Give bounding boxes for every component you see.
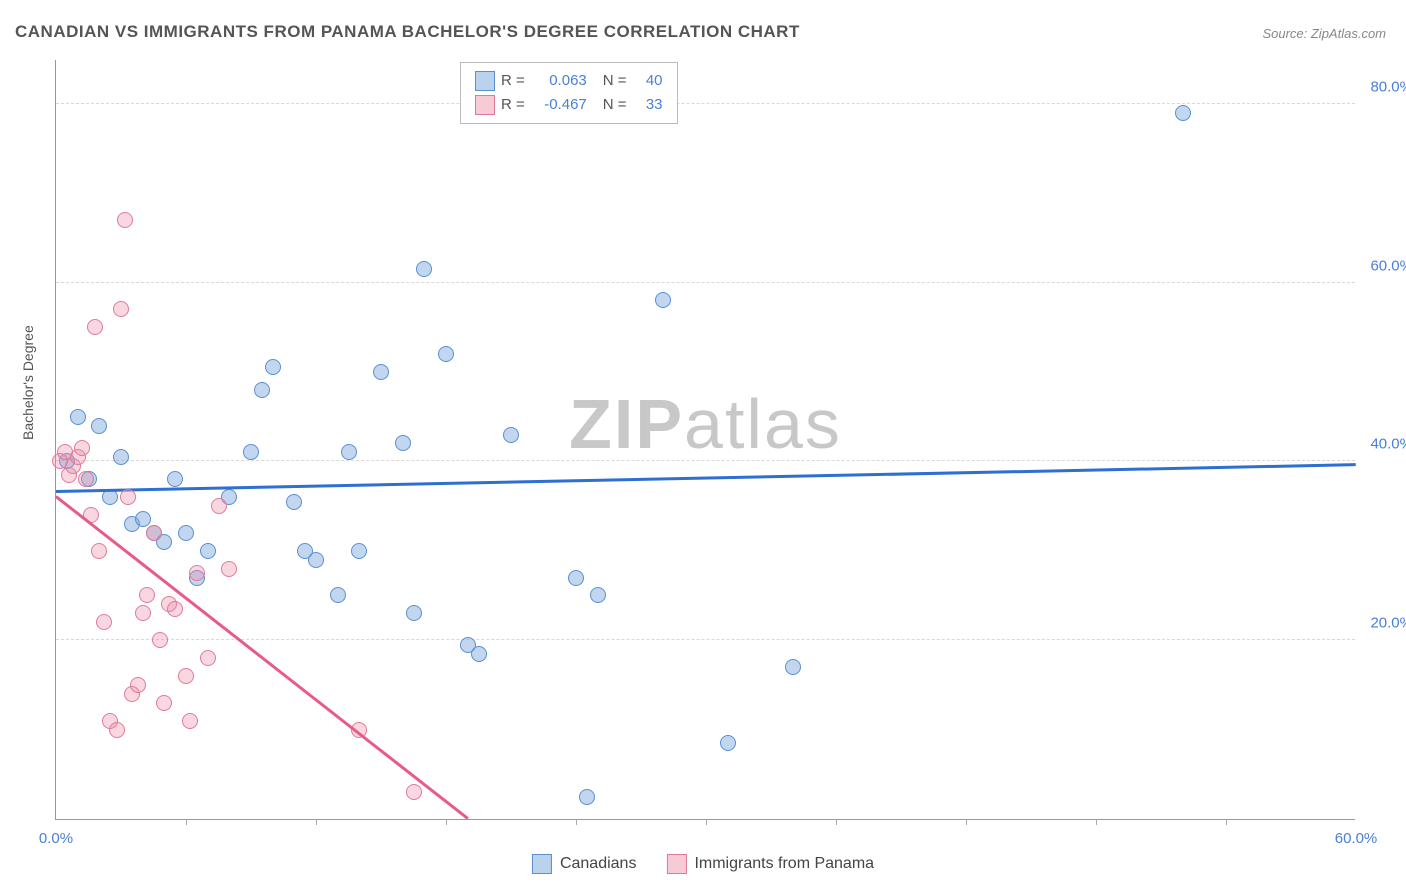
data-point — [167, 471, 183, 487]
x-tick-mark — [706, 819, 707, 825]
data-point — [503, 427, 519, 443]
x-tick-label: 60.0% — [1335, 830, 1378, 847]
legend-label: Canadians — [560, 855, 637, 872]
data-point — [211, 498, 227, 514]
r-label: R = — [501, 69, 525, 93]
data-point — [130, 677, 146, 693]
y-tick-label: 60.0% — [1370, 257, 1406, 274]
data-point — [117, 212, 133, 228]
data-point — [471, 646, 487, 662]
data-point — [178, 668, 194, 684]
data-point — [416, 261, 432, 277]
data-point — [182, 713, 198, 729]
legend-label: Immigrants from Panama — [694, 855, 874, 872]
data-point — [189, 565, 205, 581]
scatter-chart: ZIPatlas 20.0%40.0%60.0%80.0%0.0%60.0% — [55, 60, 1355, 820]
legend-row: R =0.063 N =40 — [475, 69, 663, 93]
data-point — [135, 605, 151, 621]
x-tick-mark — [316, 819, 317, 825]
legend-swatch — [475, 95, 495, 115]
trend-line — [56, 463, 1356, 492]
data-point — [87, 319, 103, 335]
data-point — [1175, 105, 1191, 121]
correlation-legend: R =0.063 N =40 R =-0.467 N =33 — [460, 62, 678, 124]
trend-line — [55, 495, 468, 819]
gridline — [56, 460, 1355, 461]
legend-row: R =-0.467 N =33 — [475, 93, 663, 117]
data-point — [109, 722, 125, 738]
data-point — [113, 301, 129, 317]
data-point — [113, 449, 129, 465]
x-tick-mark — [446, 819, 447, 825]
data-point — [78, 471, 94, 487]
x-tick-mark — [1096, 819, 1097, 825]
y-tick-label: 80.0% — [1370, 78, 1406, 95]
y-tick-label: 40.0% — [1370, 436, 1406, 453]
r-label: R = — [501, 93, 525, 117]
data-point — [74, 440, 90, 456]
data-point — [308, 552, 324, 568]
r-value: 0.063 — [531, 69, 587, 93]
n-value: 33 — [633, 93, 663, 117]
legend-swatch — [475, 71, 495, 91]
n-value: 40 — [633, 69, 663, 93]
data-point — [351, 543, 367, 559]
data-point — [70, 409, 86, 425]
data-point — [330, 587, 346, 603]
data-point — [590, 587, 606, 603]
data-point — [579, 789, 595, 805]
source-attribution: Source: ZipAtlas.com — [1262, 26, 1386, 41]
data-point — [395, 435, 411, 451]
gridline — [56, 639, 1355, 640]
gridline — [56, 103, 1355, 104]
x-tick-mark — [186, 819, 187, 825]
data-point — [406, 605, 422, 621]
data-point — [91, 418, 107, 434]
gridline — [56, 282, 1355, 283]
data-point — [341, 444, 357, 460]
data-point — [135, 511, 151, 527]
r-value: -0.467 — [531, 93, 587, 117]
legend-swatch — [532, 854, 552, 874]
data-point — [785, 659, 801, 675]
watermark: ZIPatlas — [569, 384, 842, 464]
data-point — [221, 561, 237, 577]
x-tick-mark — [1226, 819, 1227, 825]
data-point — [200, 650, 216, 666]
data-point — [265, 359, 281, 375]
data-point — [96, 614, 112, 630]
x-tick-mark — [836, 819, 837, 825]
data-point — [286, 494, 302, 510]
data-point — [139, 587, 155, 603]
data-point — [720, 735, 736, 751]
data-point — [120, 489, 136, 505]
y-axis-label: Bachelor's Degree — [20, 325, 36, 440]
x-tick-mark — [576, 819, 577, 825]
data-point — [254, 382, 270, 398]
legend-item: Immigrants from Panama — [666, 854, 874, 874]
data-point — [243, 444, 259, 460]
data-point — [200, 543, 216, 559]
data-point — [655, 292, 671, 308]
data-point — [568, 570, 584, 586]
data-point — [91, 543, 107, 559]
chart-title: CANADIAN VS IMMIGRANTS FROM PANAMA BACHE… — [15, 22, 800, 42]
legend-item: Canadians — [532, 854, 637, 874]
data-point — [373, 364, 389, 380]
n-label: N = — [603, 69, 627, 93]
n-label: N = — [603, 93, 627, 117]
data-point — [167, 601, 183, 617]
data-point — [146, 525, 162, 541]
data-point — [406, 784, 422, 800]
data-point — [152, 632, 168, 648]
x-tick-mark — [966, 819, 967, 825]
data-point — [178, 525, 194, 541]
y-tick-label: 20.0% — [1370, 615, 1406, 632]
data-point — [156, 695, 172, 711]
data-point — [102, 489, 118, 505]
data-point — [438, 346, 454, 362]
legend-swatch — [666, 854, 686, 874]
series-legend: Canadians Immigrants from Panama — [532, 854, 874, 874]
x-tick-label: 0.0% — [39, 830, 73, 847]
